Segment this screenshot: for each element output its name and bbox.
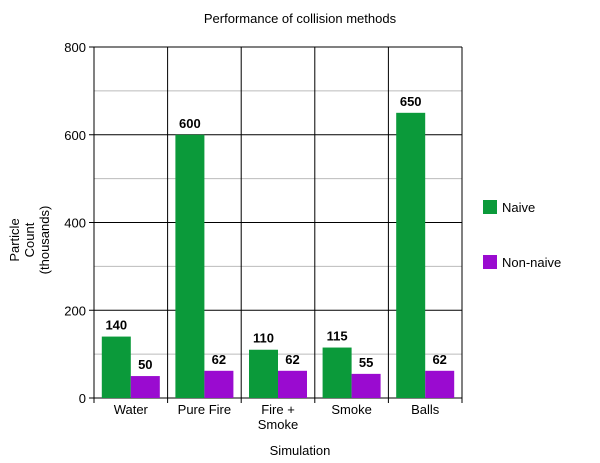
data-label: 600 [179,116,201,131]
bar-non-naive-2 [278,370,307,398]
data-label: 55 [359,355,373,370]
bar-naive-4 [396,112,426,398]
x-axis-label: Simulation [270,443,331,458]
data-label: 62 [212,352,226,367]
bar-non-naive-1 [204,370,234,398]
y-tick-label: 0 [79,391,86,406]
x-tick-label: Pure Fire [178,402,231,417]
bar-non-naive-0 [130,376,160,398]
bar-naive-3 [322,347,352,398]
legend-label: Naive [502,200,535,215]
y-tick-label: 800 [64,40,86,55]
plot-area: 0 200 400 600 800 140 600 110 115 650 50 62 62 55 62 Wa… [64,40,463,432]
y-tick-label: 200 [64,303,86,318]
y-axis-label-line: Count [22,222,37,257]
data-label: 62 [285,352,299,367]
x-tick-label: Fire + [261,402,295,417]
x-tick-label: Water [114,402,149,417]
x-tick-label: Smoke [258,417,298,432]
x-tick-label: Balls [411,402,440,417]
bar-naive-2 [249,349,278,398]
bar-naive-0 [101,336,131,398]
x-tick-label: Smoke [331,402,371,417]
data-label: 140 [105,318,127,333]
legend-swatch [483,200,497,214]
bar-non-naive-3 [351,373,381,398]
legend-swatch [483,255,497,269]
data-label: 110 [253,331,274,346]
data-label: 50 [138,357,152,372]
chart-title: Performance of collision methods [204,11,397,26]
y-axis-label-line: (thousands) [37,206,52,275]
legend-label: Non-naive [502,255,561,270]
y-tick-label: 600 [64,128,86,143]
bar-non-naive-4 [425,370,455,398]
legend: Naive Non-naive [483,200,561,270]
y-axis-label: Particle Count (thousands) [7,206,52,275]
data-label: 62 [432,352,446,367]
data-label: 650 [400,94,422,109]
bar-naive-1 [175,134,205,398]
y-tick-label: 400 [64,216,86,231]
data-label: 115 [327,329,348,344]
y-axis-label-line: Particle [7,218,22,261]
